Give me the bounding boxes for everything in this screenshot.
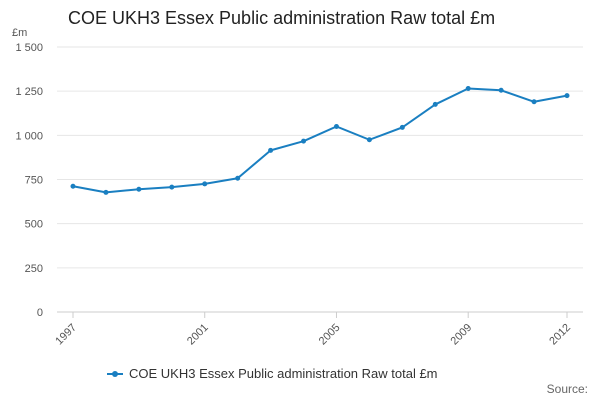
data-point <box>70 183 76 189</box>
source-label: Source: <box>546 382 588 396</box>
chart-title: COE UKH3 Essex Public administration Raw… <box>68 8 496 28</box>
data-point <box>169 184 175 190</box>
data-point <box>399 124 405 130</box>
y-tick-label: 1 250 <box>15 86 43 98</box>
data-point <box>235 175 241 181</box>
x-tick-label: 2012 <box>547 322 573 348</box>
data-point <box>136 186 142 192</box>
y-tick-label: 500 <box>25 219 43 231</box>
data-point <box>498 87 504 93</box>
legend[interactable]: COE UKH3 Essex Public administration Raw… <box>107 366 438 381</box>
data-point <box>202 181 208 187</box>
data-point <box>333 124 339 129</box>
legend-label: COE UKH3 Essex Public administration Raw… <box>129 366 438 381</box>
data-point <box>465 86 471 92</box>
data-point <box>103 189 109 195</box>
x-tick-label: 1997 <box>53 322 79 348</box>
legend-marker-icon <box>107 368 123 380</box>
y-tick-label: 1 000 <box>15 130 43 142</box>
x-tick-label: 2001 <box>185 322 211 348</box>
data-point <box>531 99 537 105</box>
y-tick-label: 250 <box>25 263 43 275</box>
data-point <box>268 147 274 153</box>
y-tick-label: 750 <box>25 175 43 187</box>
series-line <box>72 87 568 194</box>
y-tick-label: 0 <box>37 307 43 319</box>
data-point <box>301 138 307 144</box>
y-tick-label: 1 500 <box>15 42 43 54</box>
x-tick-label: 2005 <box>317 322 343 348</box>
data-point <box>366 137 372 143</box>
data-point <box>564 93 570 99</box>
x-tick-label: 2009 <box>449 322 475 348</box>
y-axis-label: £m <box>12 27 27 39</box>
data-point <box>432 101 438 107</box>
